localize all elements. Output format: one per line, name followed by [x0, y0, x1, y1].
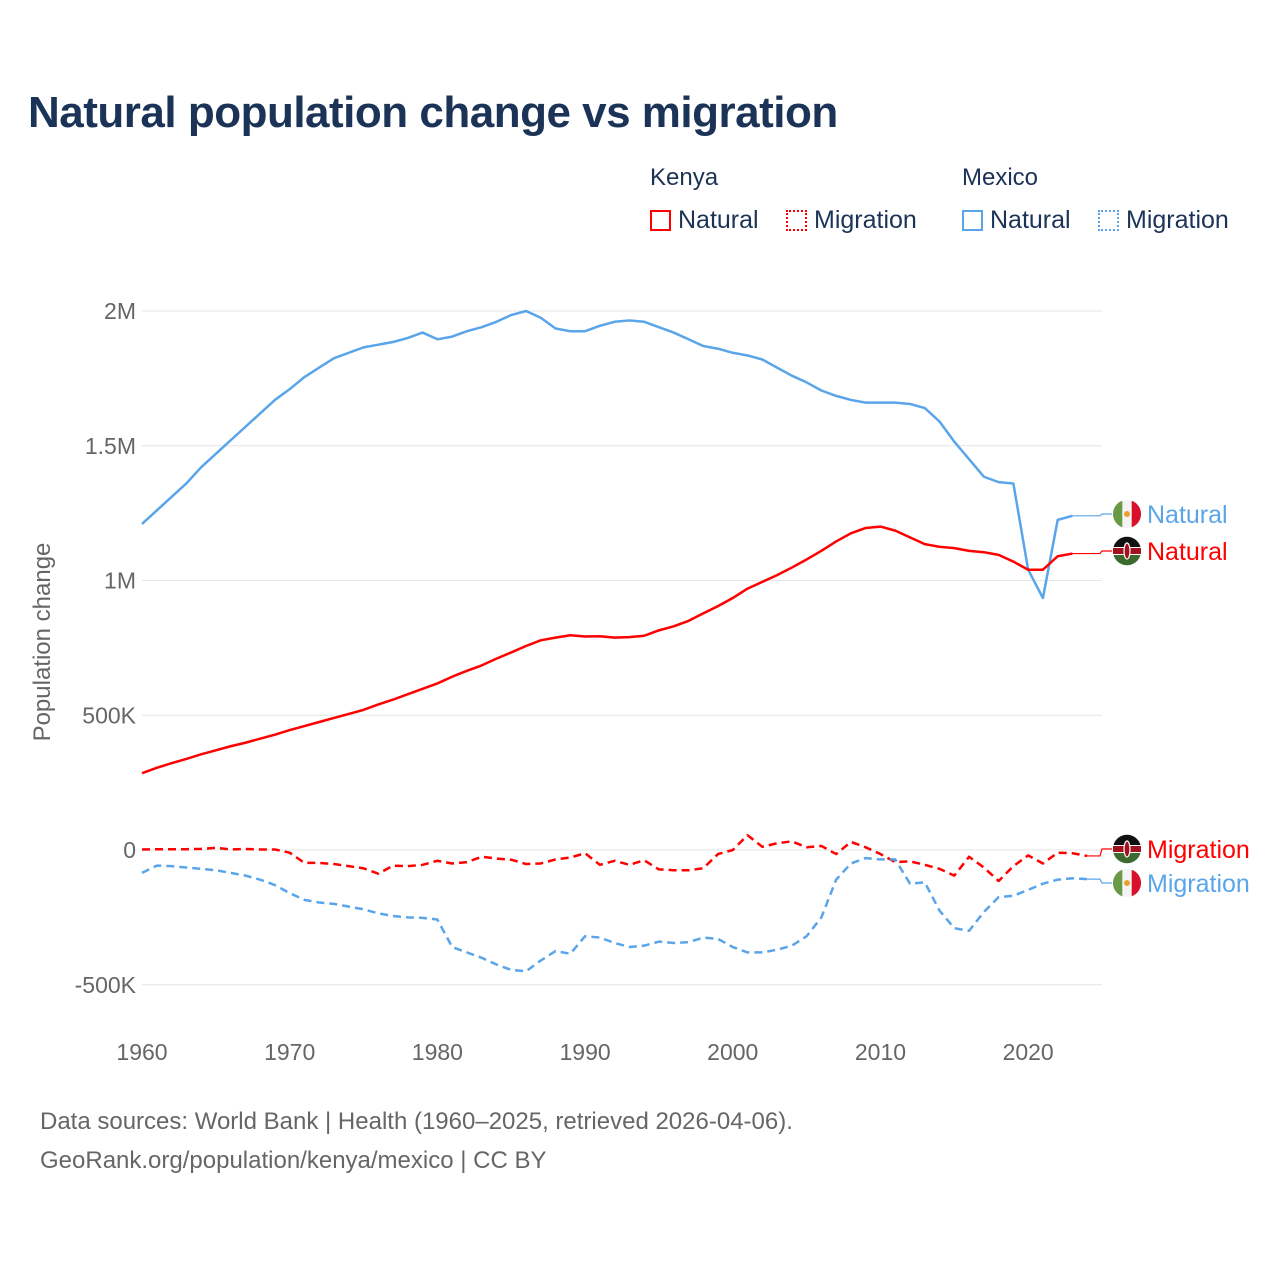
- footer-sources: Data sources: World Bank | Health (1960–…: [40, 1108, 793, 1135]
- legend-mexico-migration[interactable]: Migration: [1098, 206, 1229, 235]
- mexico-flag-icon: [1112, 500, 1142, 528]
- x-tick-label: 1960: [116, 1039, 167, 1065]
- legend-group-kenya: Kenya: [650, 164, 719, 191]
- flag-emblem: [1124, 511, 1130, 517]
- x-tick-label: 2010: [855, 1039, 906, 1065]
- legend-kenya-migration[interactable]: Migration: [786, 206, 917, 235]
- label-connector: [1072, 513, 1112, 517]
- label-connector: [1072, 550, 1112, 555]
- flag-green: [1112, 869, 1123, 897]
- legend-swatch: [962, 210, 983, 231]
- chart-title: Natural population change vs migration: [28, 88, 838, 137]
- x-tick-label: 2000: [707, 1039, 758, 1065]
- flag-red: [1131, 869, 1142, 897]
- y-tick-label: 1M: [104, 568, 136, 594]
- legend-swatch: [786, 210, 807, 231]
- flag-green: [1113, 853, 1141, 864]
- y-tick-label: -500K: [75, 972, 137, 998]
- series-line-mexico-natural: [141, 309, 1073, 600]
- flag-green: [1113, 555, 1141, 566]
- x-tick-label: 1990: [559, 1039, 610, 1065]
- footer-link[interactable]: GeoRank.org/population/kenya/mexico | CC…: [40, 1147, 547, 1174]
- series-line-kenya-migration: [141, 833, 1088, 883]
- flag-black: [1113, 536, 1141, 547]
- series-end-label: Migration: [1147, 836, 1250, 864]
- series-end-label: Natural: [1147, 501, 1228, 529]
- flag-black: [1113, 834, 1141, 845]
- series-end-label: Natural: [1147, 538, 1228, 566]
- series-end-label: Migration: [1147, 870, 1250, 898]
- legend-kenya-natural[interactable]: Natural: [650, 206, 759, 235]
- series-line-mexico-migration: [141, 856, 1088, 973]
- legend-label: Natural: [990, 206, 1071, 234]
- flag-shield: [1123, 542, 1131, 560]
- flag-green: [1112, 500, 1123, 528]
- y-tick-label: 2M: [104, 298, 136, 324]
- y-axis-label: Population change: [29, 543, 56, 742]
- legend-label: Migration: [814, 206, 917, 234]
- legend-swatch: [650, 210, 671, 231]
- label-connector: [1087, 878, 1112, 884]
- y-tick-label: 0: [123, 837, 136, 863]
- kenya-flag-icon: [1113, 834, 1141, 864]
- legend-label: Natural: [678, 206, 759, 234]
- legend-swatch: [1098, 210, 1119, 231]
- flag-emblem: [1124, 880, 1130, 886]
- legend-group-mexico: Mexico: [962, 164, 1039, 191]
- mexico-flag-icon: [1112, 869, 1142, 897]
- x-tick-label: 1980: [412, 1039, 463, 1065]
- flag-shield: [1123, 840, 1131, 858]
- y-tick-label: 1.5M: [85, 433, 136, 459]
- legend-mexico-natural[interactable]: Natural: [962, 206, 1071, 235]
- x-tick-label: 1970: [264, 1039, 315, 1065]
- series-line-kenya-natural: [141, 525, 1073, 775]
- flag-red: [1131, 500, 1142, 528]
- label-connector: [1087, 848, 1112, 857]
- legend-label: Migration: [1126, 206, 1229, 234]
- x-tick-label: 2020: [1003, 1039, 1054, 1065]
- y-tick-label: 500K: [82, 702, 136, 728]
- kenya-flag-icon: [1113, 536, 1141, 566]
